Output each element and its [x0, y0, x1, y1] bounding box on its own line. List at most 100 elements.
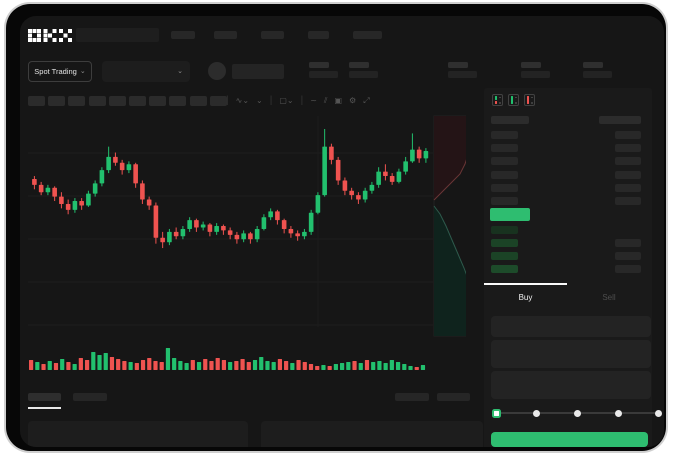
app-screen: Spot Trading ⌄ ⌄ | ∿⌄ ⌄ | ▢⌄ | ~ ⫽ ▣ ⚙ ⤢ [20, 16, 664, 447]
book-asks-view-icon[interactable] [524, 94, 535, 106]
stat-value-placeholder [521, 71, 550, 78]
tab-buy[interactable]: Buy [484, 284, 567, 310]
ask-row-price-placeholder[interactable] [491, 197, 518, 205]
toolbar-separator: | [269, 95, 273, 106]
compare-icon[interactable]: ⫽ [323, 96, 328, 105]
ask-row-amount-placeholder[interactable] [615, 170, 641, 179]
chart-interval-icon[interactable]: ∿⌄ [235, 96, 250, 105]
bid-row-amount-placeholder[interactable] [615, 265, 641, 273]
app-content: Spot Trading ⌄ ⌄ | ∿⌄ ⌄ | ▢⌄ | ~ ⫽ ▣ ⚙ ⤢ [20, 16, 664, 447]
snapshot-icon[interactable]: ▣ [334, 96, 343, 105]
orders-panel-placeholder [28, 421, 248, 447]
bid-row-price-placeholder[interactable] [491, 265, 518, 273]
market-mode-select[interactable]: Spot Trading ⌄ [28, 61, 92, 82]
interval-button-placeholder[interactable] [129, 96, 146, 106]
ask-row-amount-placeholder[interactable] [615, 157, 641, 166]
slider-stop-dot[interactable] [614, 409, 622, 417]
bottom-tab-placeholder[interactable] [73, 393, 107, 401]
fullscreen-icon[interactable]: ⤢ [363, 96, 370, 105]
price-input[interactable] [491, 316, 651, 337]
interval-button-placeholder[interactable] [169, 96, 187, 106]
slider-stop-dot[interactable] [573, 409, 581, 417]
book-icon-bar [494, 96, 497, 104]
interval-button-placeholder[interactable] [149, 96, 167, 106]
market-mode-label: Spot Trading [34, 67, 77, 76]
buy-submit-button[interactable] [491, 432, 648, 447]
interval-button-placeholder[interactable] [209, 96, 227, 106]
nav-item-placeholder[interactable] [353, 31, 382, 39]
ask-row-price-placeholder[interactable] [491, 144, 518, 153]
chevron-down-icon: ⌄ [79, 67, 86, 75]
active-bottom-tab-indicator [28, 407, 61, 409]
bottom-action-placeholder[interactable] [395, 393, 429, 401]
chart-settings-icon[interactable]: ⚙ [349, 96, 357, 105]
bid-row-amount-placeholder[interactable] [615, 252, 641, 260]
interval-button-placeholder[interactable] [88, 96, 106, 106]
toolbar-separator: | [300, 95, 304, 106]
ask-row-amount-placeholder[interactable] [615, 144, 641, 153]
slider-stop-dot[interactable] [533, 409, 541, 417]
stat-label-placeholder [448, 62, 468, 68]
stat-label-placeholder [521, 62, 541, 68]
stat-value-placeholder [309, 71, 338, 78]
interval-button-placeholder[interactable] [48, 96, 66, 106]
pair-select[interactable]: ⌄ [102, 61, 190, 82]
tab-buy-label: Buy [518, 292, 533, 302]
interval-button-placeholder[interactable] [108, 96, 126, 106]
ask-row-amount-placeholder[interactable] [615, 197, 641, 205]
avatar[interactable] [208, 62, 226, 80]
chevron-down-icon: ⌄ [177, 67, 183, 75]
ask-row-price-placeholder[interactable] [491, 131, 518, 139]
tab-sell-label: Sell [602, 292, 616, 302]
stat-value-placeholder [448, 71, 477, 78]
stat-label-placeholder [349, 62, 369, 68]
nav-item-placeholder[interactable] [308, 31, 329, 39]
book-header-amount-placeholder [599, 116, 641, 124]
ask-row-amount-placeholder[interactable] [615, 131, 641, 139]
book-bids-view-icon[interactable] [508, 94, 519, 106]
bottom-action-placeholder[interactable] [437, 393, 470, 401]
interval-button-placeholder[interactable] [68, 96, 86, 106]
device-frame: Spot Trading ⌄ ⌄ | ∿⌄ ⌄ | ▢⌄ | ~ ⫽ ▣ ⚙ ⤢ [6, 4, 666, 451]
stat-label-placeholder [583, 62, 603, 68]
indicators-icon[interactable]: ▢⌄ [279, 96, 294, 105]
line-tools-icon[interactable]: ~ [310, 96, 317, 105]
book-icon-lines [498, 96, 501, 104]
candlestick-chart[interactable] [26, 112, 466, 374]
ask-row-price-placeholder[interactable] [491, 170, 518, 179]
pair-name-placeholder [232, 64, 284, 79]
ask-row-price-placeholder[interactable] [491, 157, 518, 166]
book-icon-bar [510, 96, 513, 104]
stat-label-placeholder [309, 62, 329, 68]
total-input[interactable] [491, 371, 651, 399]
candle-type-icon[interactable]: ⌄ [256, 96, 263, 105]
slider-handle[interactable] [491, 408, 501, 418]
book-icon-lines [530, 96, 533, 104]
interval-button-placeholder[interactable] [189, 96, 207, 106]
history-panel-placeholder [261, 421, 483, 447]
bid-row-price-placeholder[interactable] [491, 226, 518, 234]
amount-input[interactable] [491, 340, 651, 368]
book-icon-bar [526, 96, 529, 104]
nav-item-placeholder[interactable] [171, 31, 195, 39]
interval-button-placeholder[interactable] [28, 96, 45, 106]
bottom-tab-placeholder[interactable] [28, 393, 61, 401]
bid-row-price-placeholder[interactable] [491, 252, 518, 260]
nav-item-placeholder[interactable] [214, 31, 237, 39]
tab-sell[interactable]: Sell [567, 284, 651, 310]
okx-logo [28, 29, 72, 42]
search-box[interactable] [76, 28, 159, 42]
nav-item-placeholder[interactable] [261, 31, 284, 39]
ask-row-amount-placeholder[interactable] [615, 183, 641, 192]
stat-value-placeholder [349, 71, 378, 78]
book-icon-lines [514, 96, 517, 104]
last-price-bar[interactable] [490, 208, 530, 221]
book-split-view-icon[interactable] [492, 94, 503, 106]
active-tab-indicator [484, 283, 567, 285]
slider-stop-dot[interactable] [655, 409, 663, 417]
stat-value-placeholder [583, 71, 612, 78]
bid-row-price-placeholder[interactable] [491, 239, 518, 247]
bid-row-amount-placeholder[interactable] [615, 239, 641, 247]
ask-row-price-placeholder[interactable] [491, 183, 518, 192]
